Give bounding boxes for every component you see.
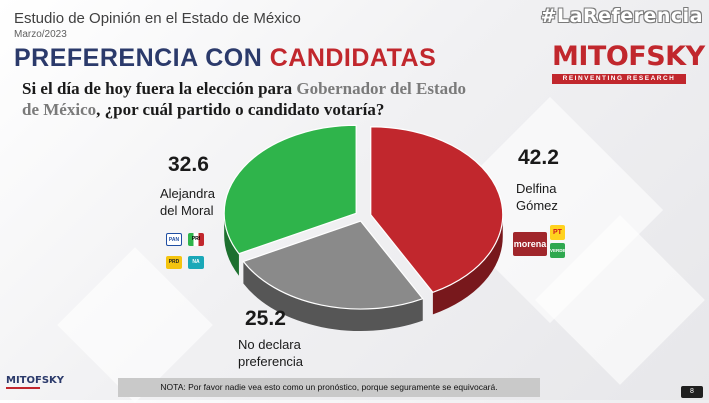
value-label-alejandra: 32.6 [168, 153, 209, 176]
pie-slice-alejandra-del-moral [223, 124, 357, 255]
pie-slice-side-alejandra-del-moral [224, 213, 239, 276]
disclaimer-note: NOTA: Por favor nadie vea esto como un p… [118, 378, 540, 397]
header-date: Marzo/2023 [14, 29, 67, 40]
header-title: Estudio de Opinión en el Estado de Méxic… [14, 10, 301, 27]
pri-logo-icon: PRI [188, 233, 204, 246]
nueva-alianza-logo-icon: NA [188, 256, 204, 269]
mitofsky-mini-logo: MITOFSKY [6, 375, 64, 389]
question-part2: , ¿por cuál partido o candidato votaría? [96, 100, 385, 119]
pie-slice-delfina-g-mez [370, 126, 504, 294]
candidate-name-line: preferencia [238, 354, 304, 369]
question-part1: Si el día de hoy fuera la elección para [22, 79, 297, 98]
survey-question: Si el día de hoy fuera la elección para … [22, 78, 482, 120]
mini-logo-brand: MITOFSKY [6, 375, 65, 386]
pt-logo-icon: PT [550, 225, 565, 240]
slide-title-part1: PREFERENCIA CON [14, 44, 270, 72]
mini-logo-underline [6, 387, 40, 389]
mitofsky-logo: MITOFSKY REINVENTING RESEARCH [552, 41, 705, 84]
morena-logo-icon: morena [513, 232, 547, 256]
candidate-name-line: Alejandra [160, 186, 215, 201]
pie-slice-side-no-declara-preferencia [243, 261, 423, 332]
page-number: 8 [681, 386, 703, 398]
hashtag: #LaReferencia [540, 5, 703, 27]
logo-brand: MITOFSKY [552, 41, 705, 72]
candidate-label-no-declara: No declara preferencia [238, 336, 303, 370]
pie-depth-layer [224, 213, 503, 332]
candidate-label-delfina: Delfina Gómez [516, 180, 558, 214]
pie-slice-no-declara-preferencia [242, 220, 424, 310]
question-highlight: Gobernador del Estado de México [22, 79, 467, 119]
pan-logo-icon: PAN [166, 233, 182, 246]
value-label-no-declara: 25.2 [245, 307, 286, 330]
logo-tagline: REINVENTING RESEARCH [552, 74, 686, 84]
candidate-name-line: Gómez [516, 198, 558, 213]
slide-title: PREFERENCIA CON CANDIDATAS [14, 44, 436, 73]
prd-logo-icon: PRD [166, 256, 182, 269]
candidate-name-line: Delfina [516, 181, 557, 196]
candidate-label-alejandra: Alejandra del Moral [160, 185, 215, 219]
pie-slice-side-delfina-g-mez [432, 214, 503, 315]
candidate-name-line: No declara [238, 337, 301, 352]
candidate-name-line: del Moral [160, 203, 214, 218]
value-label-delfina: 42.2 [518, 146, 559, 169]
pie-top-layer [223, 124, 504, 310]
slide-title-part2: CANDIDATAS [269, 44, 437, 72]
verde-logo-icon: VERDE [550, 243, 566, 258]
